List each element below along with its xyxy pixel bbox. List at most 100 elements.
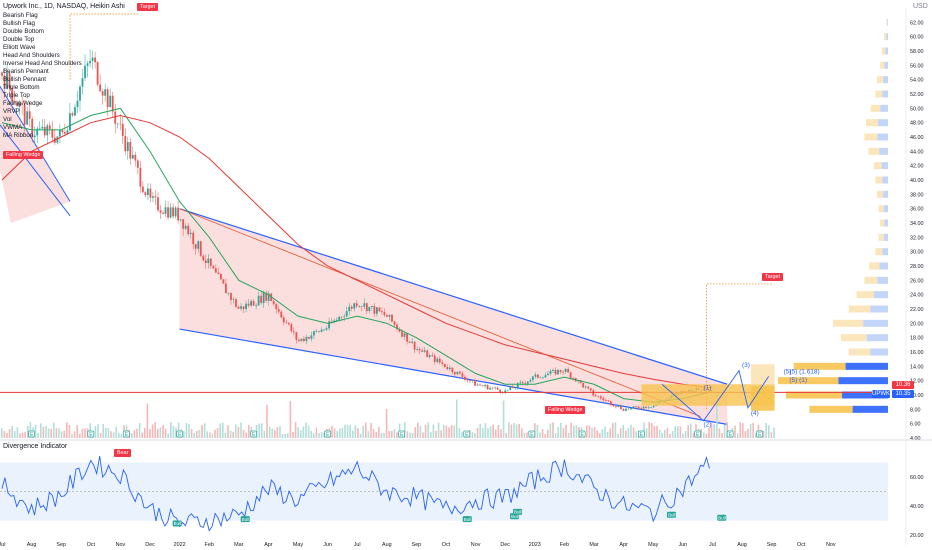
volume-bar	[352, 430, 354, 438]
earnings-marker-label: E	[30, 432, 34, 438]
earnings-marker-label: E	[581, 432, 585, 438]
legend-item[interactable]: Falling Wedge	[3, 100, 43, 107]
candle-body	[539, 377, 542, 379]
volume-bar	[1, 428, 3, 438]
volume-bar	[671, 431, 674, 438]
volume-bar	[365, 422, 367, 438]
candle-body	[235, 299, 237, 307]
candle-body	[167, 207, 169, 218]
volume-bar	[393, 429, 396, 438]
candle-body	[202, 255, 205, 261]
legend-item[interactable]: VWMA	[3, 124, 23, 131]
bull-signal-label: Bull	[174, 521, 182, 526]
volume-bar	[170, 422, 172, 438]
legend-item[interactable]: Bullish Pennant	[3, 76, 46, 83]
volume-bar	[461, 432, 463, 438]
volume-bar	[76, 425, 78, 438]
earnings-marker: E	[28, 430, 35, 438]
legend-item[interactable]: Inverse Head And Shoulders	[3, 60, 82, 67]
volume-bar	[422, 432, 424, 438]
x-tick-label: Jul	[354, 542, 361, 548]
volume-profile-bar	[838, 377, 888, 385]
candle-body	[602, 398, 605, 401]
volume-bar	[37, 433, 39, 438]
volume-profile-bar	[877, 76, 884, 84]
candle-body	[147, 188, 149, 196]
volume-bar	[430, 431, 432, 438]
volume-bar	[206, 431, 208, 438]
volume-profile-bar	[873, 291, 888, 299]
volume-bar	[773, 427, 775, 438]
candle-body	[579, 380, 582, 383]
volume-bar	[292, 431, 294, 438]
candle-body	[227, 293, 230, 294]
x-tick-label: Jun	[323, 542, 332, 548]
volume-bar	[29, 422, 32, 438]
bull-signal-label: Bull	[464, 517, 472, 522]
legend-item[interactable]: Vol	[3, 116, 12, 123]
volume-bar	[94, 426, 97, 438]
volume-bar	[362, 425, 364, 438]
candle-body	[456, 371, 459, 375]
legend-item[interactable]: VRVP	[3, 108, 20, 115]
volume-bar	[237, 426, 240, 438]
candle-body	[584, 386, 587, 388]
candle-body	[31, 118, 34, 138]
volume-bar	[34, 424, 37, 438]
x-tick-label: May	[293, 542, 303, 548]
wave-label: (4)	[751, 410, 759, 417]
legend-item[interactable]: Double Bottom	[3, 28, 44, 35]
bull-signal-box	[717, 514, 727, 521]
legend-item[interactable]: Bearish Pennant	[3, 68, 49, 75]
legend-item[interactable]: Triple Top	[3, 92, 30, 99]
candle-body	[16, 102, 18, 107]
y-tick-label: 50.00	[910, 106, 924, 112]
candle-body	[554, 369, 557, 375]
earnings-marker-box	[250, 430, 257, 438]
candle-body	[111, 95, 114, 112]
legend-item[interactable]: Head And Shoulders	[3, 52, 60, 59]
candle-body	[43, 126, 46, 136]
candle-body	[320, 329, 323, 332]
volume-bar	[388, 431, 390, 438]
candle-body	[413, 341, 416, 350]
indicator-legend[interactable]: Bearish Flag Bullish Flag Double Bottom Dou…	[3, 12, 82, 140]
candle-body	[204, 260, 207, 263]
earnings-marker-box	[694, 430, 701, 438]
legend-item[interactable]: Double Top	[3, 36, 35, 43]
earnings-marker-label: E	[252, 432, 256, 438]
volume-bar	[427, 422, 429, 438]
candle-body	[375, 307, 378, 314]
earnings-marker-label: E	[178, 432, 182, 438]
legend-item[interactable]: Bearish Flag	[3, 12, 38, 19]
candle-body	[521, 382, 524, 384]
volume-bar	[752, 422, 754, 438]
x-tick-label: Feb	[560, 542, 569, 548]
candle-body	[617, 406, 620, 407]
volume-bar	[172, 425, 175, 438]
legend-item[interactable]: MA Ribbon	[3, 132, 34, 139]
volume-bar	[157, 428, 159, 438]
volume-bar	[81, 428, 84, 438]
legend-item[interactable]: Bullish Flag	[3, 20, 35, 27]
candle-body	[355, 303, 358, 307]
earnings-marker-box	[87, 430, 95, 438]
candle-body	[564, 369, 567, 372]
volume-bar	[716, 402, 718, 438]
candle-body	[542, 377, 544, 379]
candle-body	[255, 305, 258, 306]
candle-body	[594, 395, 597, 397]
volume-bar	[297, 427, 299, 438]
volume-bar	[411, 432, 414, 438]
volume-bar	[279, 426, 281, 438]
volume-bar	[437, 422, 440, 438]
legend-item[interactable]: Elliott Wave	[3, 44, 36, 51]
volume-bar	[138, 423, 141, 438]
volume-bar	[281, 433, 284, 438]
candle-body	[149, 188, 152, 198]
candle-body	[101, 91, 104, 96]
earnings-marker: E	[324, 430, 331, 438]
legend-item[interactable]: Triple Bottom	[3, 84, 40, 91]
